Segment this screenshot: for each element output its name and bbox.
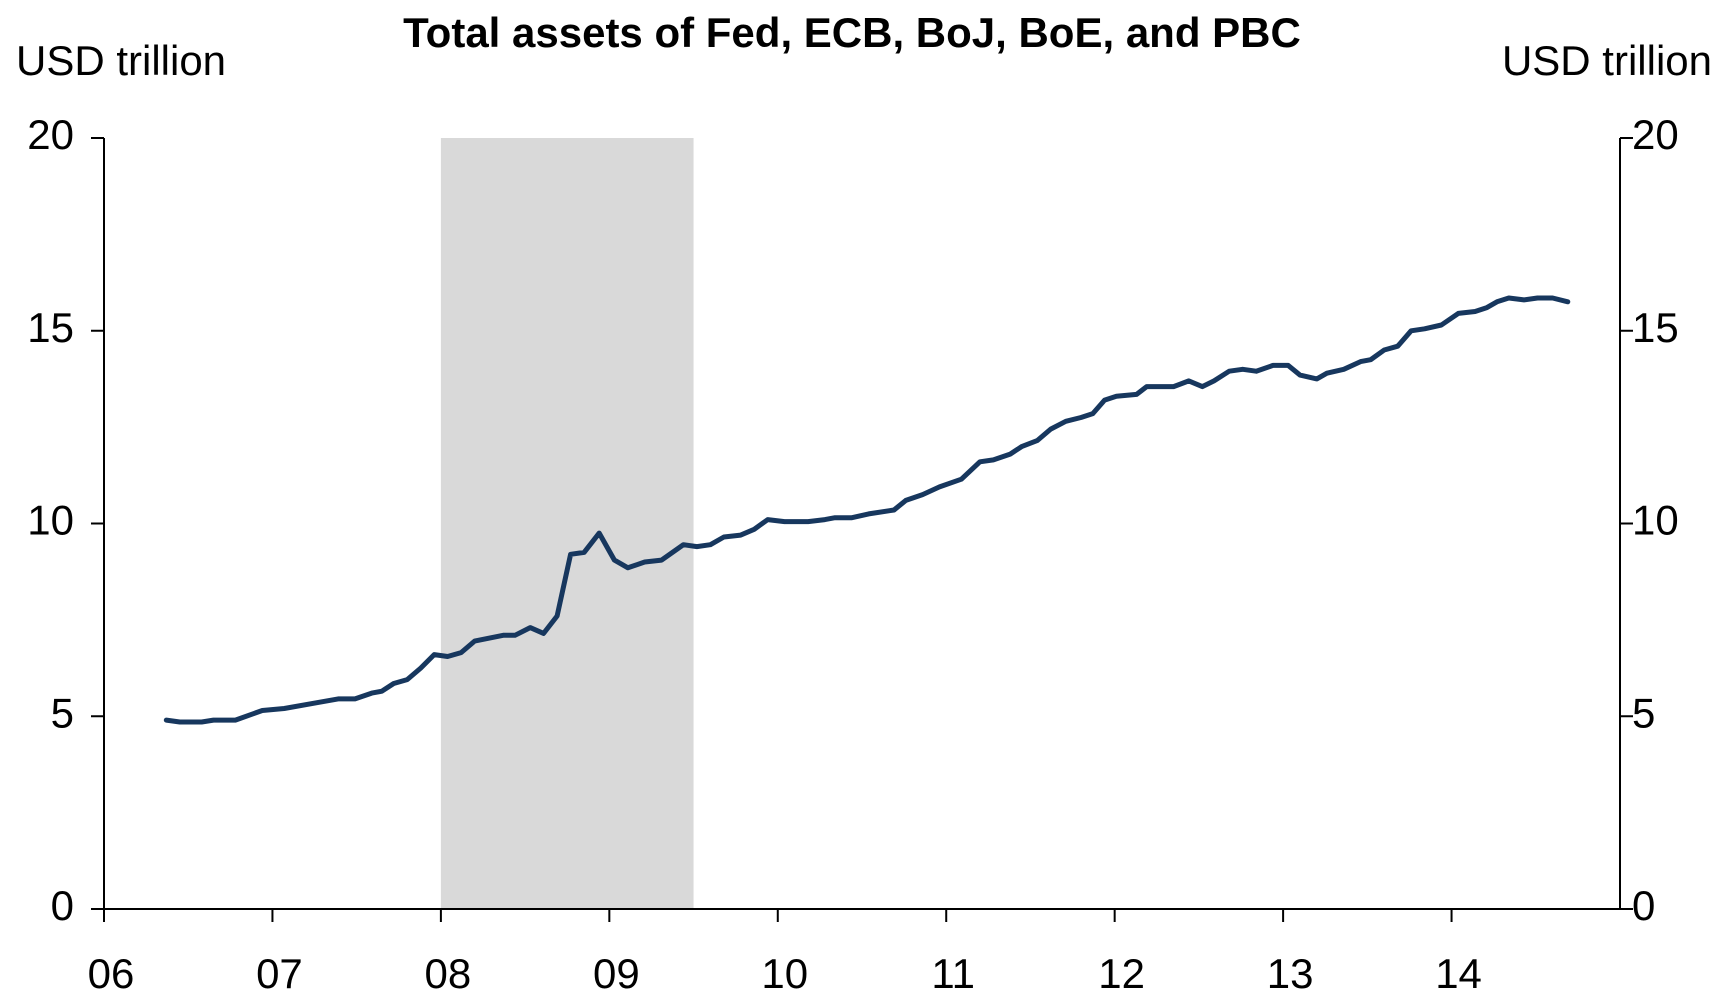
y-tick-label: 20 xyxy=(27,111,74,158)
x-tick-label: 12 xyxy=(1098,950,1145,997)
y-tick-label: 15 xyxy=(27,304,74,351)
y2-tick-label: 10 xyxy=(1632,497,1679,544)
y2-tick-label: 15 xyxy=(1632,304,1679,351)
y2-tick-label: 0 xyxy=(1632,882,1655,929)
x-tick-label: 09 xyxy=(593,950,640,997)
y-tick-label: 0 xyxy=(51,882,74,929)
y2-axis-label: USD trillion xyxy=(1502,37,1712,84)
y2-tick-label: 20 xyxy=(1632,111,1679,158)
x-tick-label: 06 xyxy=(88,950,135,997)
y-tick-label: 5 xyxy=(51,689,74,736)
chart-title: Total assets of Fed, ECB, BoJ, BoE, and … xyxy=(403,9,1301,56)
y2-tick-label: 5 xyxy=(1632,689,1655,736)
data-line xyxy=(163,295,1571,725)
x-tick-label: 13 xyxy=(1267,950,1314,997)
x-tick-label: 14 xyxy=(1435,950,1482,997)
x-tick-label: 11 xyxy=(931,950,975,997)
x-tick-label: 07 xyxy=(256,950,303,997)
y-axis-label: USD trillion xyxy=(16,37,226,84)
x-tick-label: 10 xyxy=(761,950,808,997)
y-tick-label: 10 xyxy=(27,497,74,544)
x-tick-label: 08 xyxy=(425,950,472,997)
shaded-region xyxy=(440,138,694,909)
